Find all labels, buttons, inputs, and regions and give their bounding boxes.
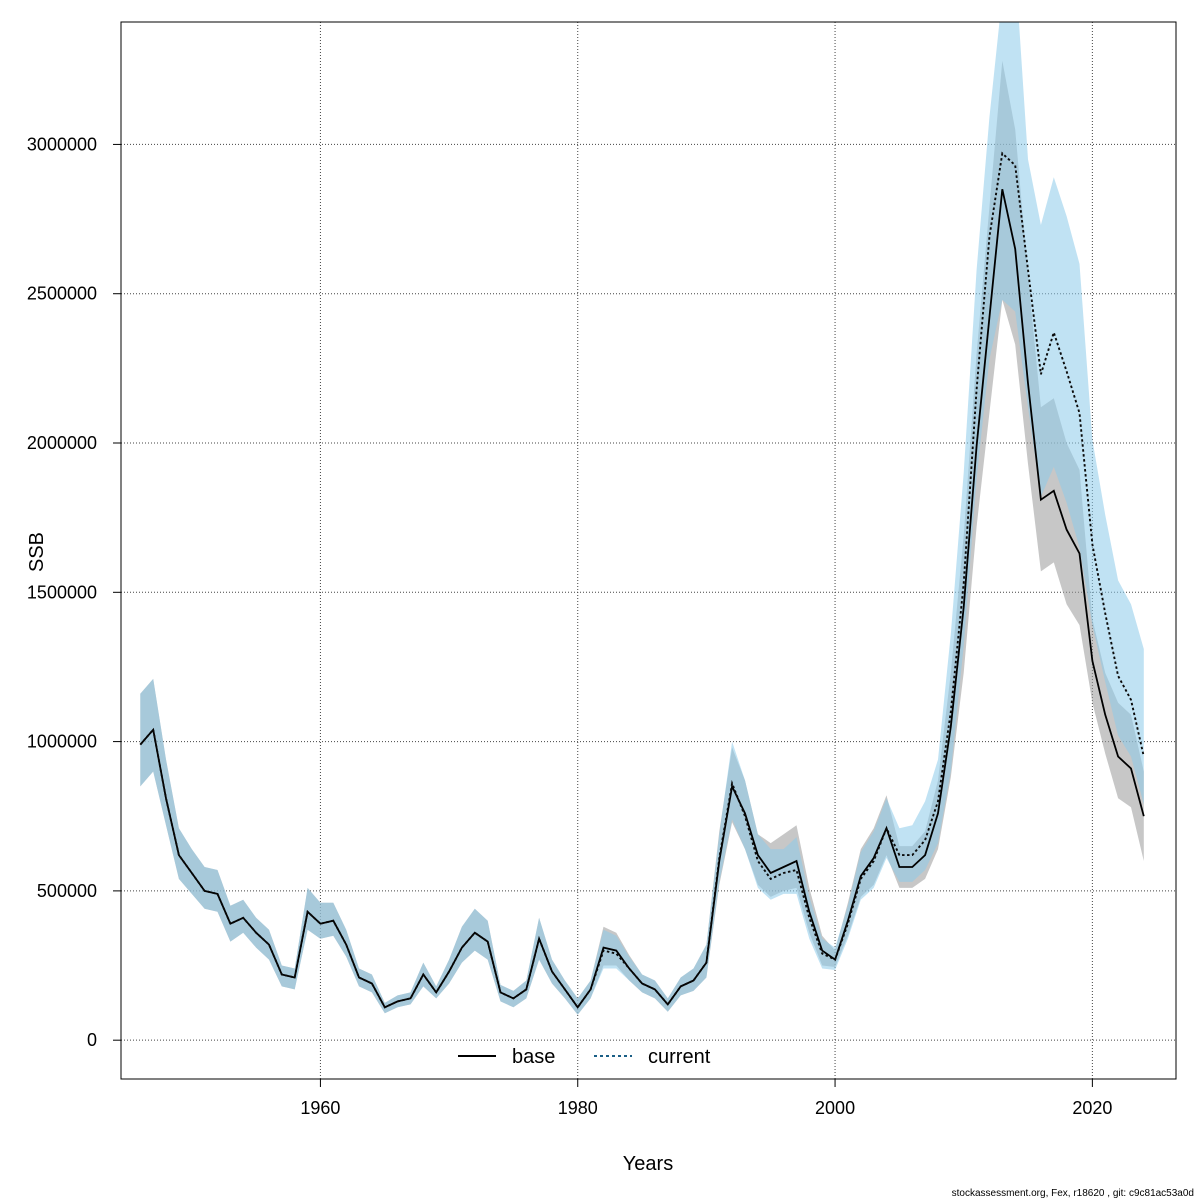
y-tick-label-2500000: 2500000 <box>27 284 97 304</box>
x-tick-label-1960: 1960 <box>300 1098 340 1118</box>
series-lines <box>139 151 1145 1009</box>
x-tick-label-2000: 2000 <box>815 1098 855 1118</box>
x-axis-title: Years <box>623 1153 673 1175</box>
y-tick-label-2000000: 2000000 <box>27 433 97 453</box>
x-axis-ticks: 1960 1980 2000 2020 <box>300 1079 1112 1118</box>
x-tick-label-1980: 1980 <box>558 1098 598 1118</box>
plot-frame <box>120 21 1177 1080</box>
y-axis-title: SSB <box>26 532 48 572</box>
y-axis-ticks: 0 500000 1000000 1500000 2000000 2500000 30000… <box>27 134 121 1050</box>
legend: base current <box>458 1046 711 1068</box>
y-tick-label-1000000: 1000000 <box>27 732 97 752</box>
y-tick-label-1500000: 1500000 <box>27 582 97 602</box>
y-tick-label-500000: 500000 <box>37 881 97 901</box>
footer-credit: stockassessment.org, Fex, r18620 , git: … <box>951 1188 1194 1199</box>
line-current <box>139 151 1145 1009</box>
y-tick-label-0: 0 <box>87 1030 97 1050</box>
band-current <box>140 22 1144 1015</box>
legend-label-current: current <box>648 1046 711 1068</box>
x-tick-label-2020: 2020 <box>1072 1098 1112 1118</box>
legend-label-base: base <box>512 1046 555 1068</box>
y-tick-label-3000000: 3000000 <box>27 134 97 154</box>
